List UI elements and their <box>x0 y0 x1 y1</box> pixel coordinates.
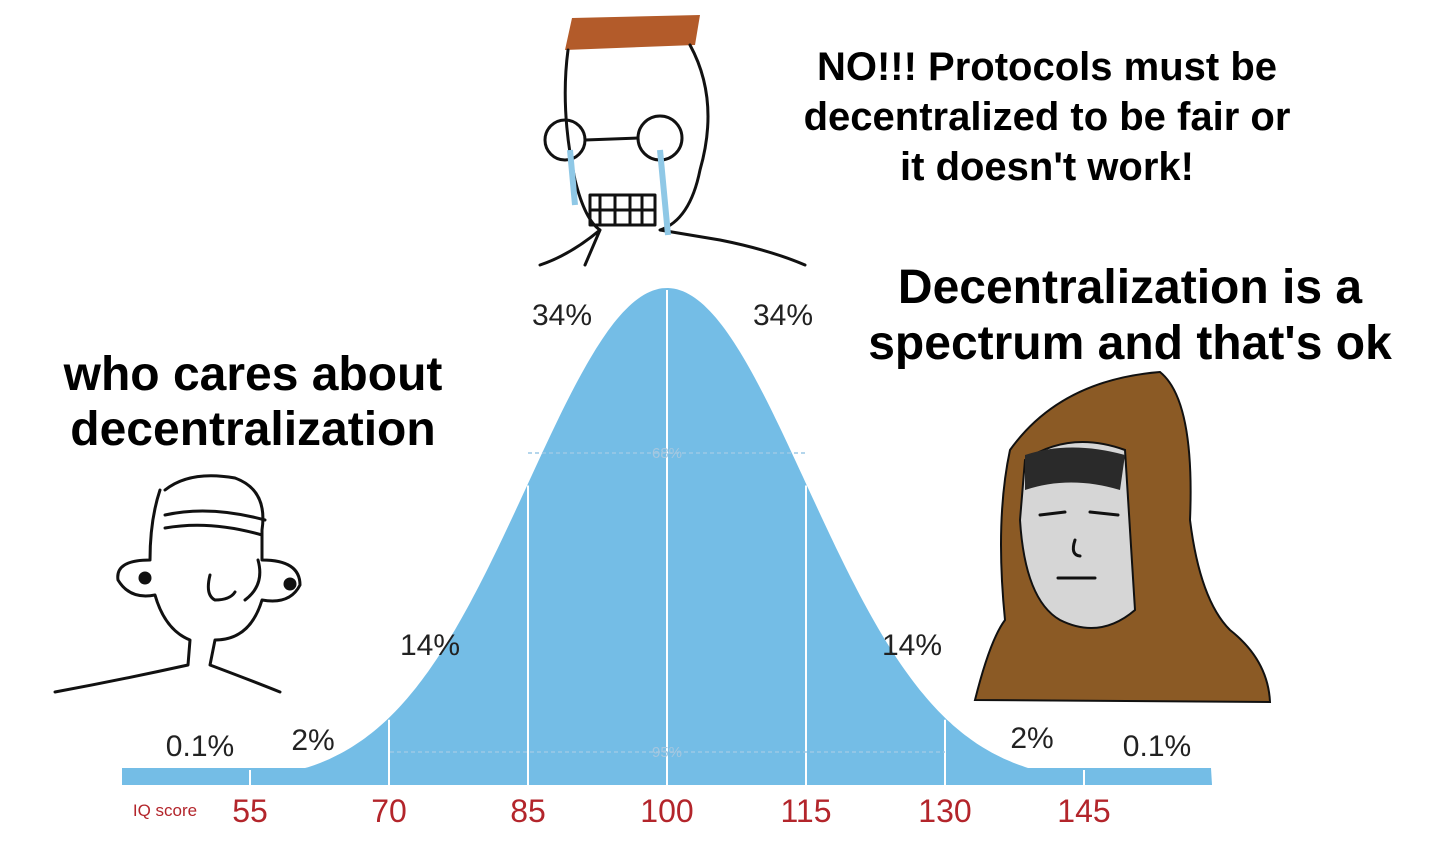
segment-label: 0.1% <box>1123 730 1191 763</box>
tick-label: 145 <box>1057 793 1110 829</box>
left-figure <box>53 474 302 694</box>
range-label: 68% <box>652 445 682 462</box>
top-figure <box>538 15 807 267</box>
axis-label: IQ score <box>133 801 197 820</box>
caption-line: NO!!! Protocols must be <box>817 45 1277 89</box>
segment-label: 0.1% <box>166 730 234 763</box>
caption-line: decentralized to be fair or <box>804 95 1291 139</box>
right-figure <box>973 370 1272 704</box>
segment-label: 34% <box>532 299 592 332</box>
tick-label: 115 <box>780 793 831 829</box>
tick-label: 130 <box>918 793 971 829</box>
tick-label: 100 <box>640 793 693 829</box>
caption-line: spectrum and that's ok <box>868 317 1392 370</box>
tick-label: 55 <box>232 793 268 829</box>
tick-label: 85 <box>510 793 546 829</box>
segment-label: 14% <box>400 629 460 662</box>
caption-line: who cares about <box>63 348 443 401</box>
segment-label: 34% <box>753 299 813 332</box>
segment-label: 14% <box>882 629 942 662</box>
caption-line: it doesn't work! <box>900 145 1194 189</box>
segment-label: 2% <box>291 724 334 757</box>
caption-line: decentralization <box>70 403 435 456</box>
texts: 55 70 85 100 115 130 145 IQ score 68% 95% 0.1% 2% 14… <box>63 45 1392 829</box>
tick-label: 70 <box>371 793 407 829</box>
caption-line: Decentralization is a <box>898 261 1362 314</box>
segment-label: 2% <box>1010 722 1053 755</box>
bell-curve <box>122 288 1212 785</box>
range-label: 95% <box>652 744 682 761</box>
